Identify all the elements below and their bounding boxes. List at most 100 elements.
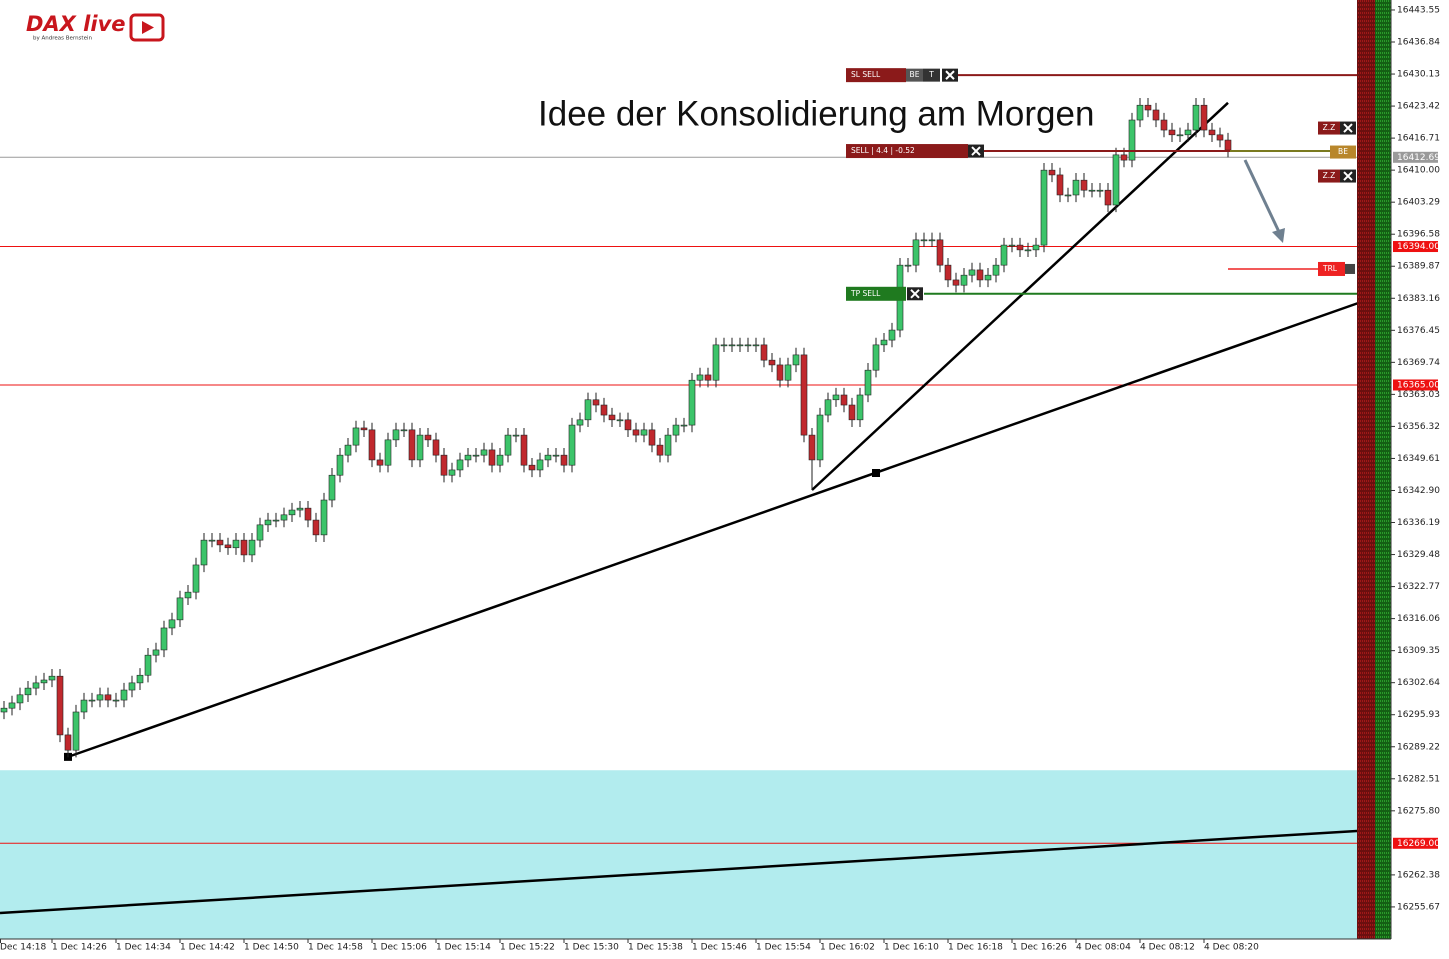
candle-body: [104, 694, 112, 701]
signal-strip: [1357, 0, 1375, 939]
x-tick-label: 1 Dec 15:38: [628, 943, 683, 953]
candle-body: [1048, 169, 1056, 176]
candle-body: [696, 374, 704, 381]
x-tick-label: 1 Dec 14:58: [308, 943, 363, 953]
y-tick-label: 16289.22: [1397, 742, 1440, 752]
candle-body: [728, 344, 736, 347]
zz-button[interactable]: Z.Z: [1323, 171, 1336, 180]
x-tick-label: 1 Dec 16:02: [820, 943, 875, 953]
y-tick-label: 16295.93: [1397, 710, 1440, 720]
candle-body: [168, 619, 176, 629]
y-tick-label: 16410.00: [1397, 166, 1440, 176]
arrow-head: [1272, 228, 1285, 243]
x-tick-label: 1 Dec 14:50: [244, 943, 299, 953]
close-icon[interactable]: [1343, 123, 1353, 133]
logo-icon: [129, 13, 165, 42]
trl-handle[interactable]: [1345, 263, 1355, 274]
y-tick-label: 16282.51: [1397, 774, 1440, 784]
candle-body: [392, 429, 400, 441]
candle-body: [776, 364, 784, 381]
x-tick-label: 1 Dec 16:10: [884, 943, 939, 953]
close-icon[interactable]: [1343, 171, 1353, 181]
x-tick-label: 4 Dec 08:12: [1140, 943, 1195, 953]
candle-body: [992, 264, 1000, 276]
candle-body: [816, 414, 824, 461]
candle-body: [608, 414, 616, 421]
candle-body: [96, 694, 104, 701]
candle-body: [960, 274, 968, 286]
t-button-box[interactable]: [923, 68, 940, 82]
candle-body: [80, 699, 88, 713]
trendline: [811, 101, 1229, 491]
order-label: SL SELL: [851, 70, 881, 79]
candle-body: [1144, 104, 1152, 111]
candle-body: [488, 449, 496, 466]
candle-body: [64, 734, 72, 751]
be-button-box[interactable]: [1330, 145, 1356, 159]
candle-body: [552, 454, 560, 457]
zz-button[interactable]: Z.Z: [1323, 123, 1336, 132]
candle-body: [296, 507, 304, 511]
annotation: Idee der Konsolidierung am Morgen: [538, 94, 1094, 133]
be-button[interactable]: BE: [1338, 147, 1348, 156]
logo-title: DAX live: [26, 12, 126, 36]
signal-strip: [1375, 0, 1391, 939]
candle-body: [656, 444, 664, 456]
x-tick-label: 1 Dec 14:26: [52, 943, 107, 953]
t-button[interactable]: T: [928, 70, 934, 79]
candle-body: [144, 654, 152, 676]
candle-body: [248, 539, 256, 556]
candle-body: [448, 469, 456, 476]
candle-body: [1120, 154, 1128, 161]
candle-body: [384, 439, 392, 466]
candle-body: [544, 454, 552, 461]
candle-body: [624, 419, 632, 431]
candle-body: [632, 429, 640, 436]
y-tick-label: 16436.84: [1397, 38, 1440, 48]
trendline-handle[interactable]: [872, 469, 880, 477]
zz-button-box[interactable]: [1318, 169, 1340, 183]
candle-body: [192, 564, 200, 593]
candle-body: [1088, 189, 1096, 192]
candle-body: [1168, 129, 1176, 136]
candle-body: [504, 434, 512, 456]
close-icon[interactable]: [971, 146, 981, 156]
candle-body: [736, 344, 744, 347]
candle-body: [904, 264, 912, 267]
y-tick-label: 16342.90: [1397, 486, 1440, 496]
x-tick-label: 4 Dec 08:20: [1204, 943, 1259, 953]
candle-body: [72, 711, 80, 751]
candle-body: [592, 399, 600, 406]
y-tick-label: 16396.58: [1397, 230, 1440, 240]
candle-body: [928, 239, 936, 242]
price-label: 16412.69: [1397, 153, 1440, 163]
candle-body: [984, 274, 992, 281]
candle-body: [968, 269, 976, 276]
close-icon[interactable]: [945, 70, 955, 80]
be-button-box[interactable]: [906, 68, 923, 82]
y-tick-label: 16389.87: [1397, 262, 1440, 272]
candle-body: [1016, 244, 1024, 251]
candle-body: [224, 544, 232, 549]
y-tick-label: 16349.61: [1397, 454, 1440, 464]
candle-body: [1024, 249, 1032, 252]
candle-body: [32, 682, 40, 689]
candle-body: [752, 344, 760, 347]
y-tick-label: 16316.06: [1397, 614, 1440, 624]
candle-body: [1112, 154, 1120, 206]
candle-body: [808, 434, 816, 461]
logo-play: [142, 21, 154, 34]
order-label: SELL | 4.4 | -0.52: [851, 146, 915, 155]
zz-button-box[interactable]: [1318, 121, 1340, 135]
candle-body: [344, 444, 352, 456]
x-tick-label: 1 Dec 14:34: [116, 943, 171, 953]
candle-body: [640, 429, 648, 436]
x-tick-label: 1 Dec 16:26: [1012, 943, 1067, 953]
close-icon[interactable]: [910, 289, 920, 299]
candle-body: [424, 434, 432, 441]
order-label: TP SELL: [850, 289, 881, 298]
y-tick-label: 16322.77: [1397, 582, 1440, 592]
be-button[interactable]: BE: [910, 70, 920, 79]
candle-body: [184, 591, 192, 599]
